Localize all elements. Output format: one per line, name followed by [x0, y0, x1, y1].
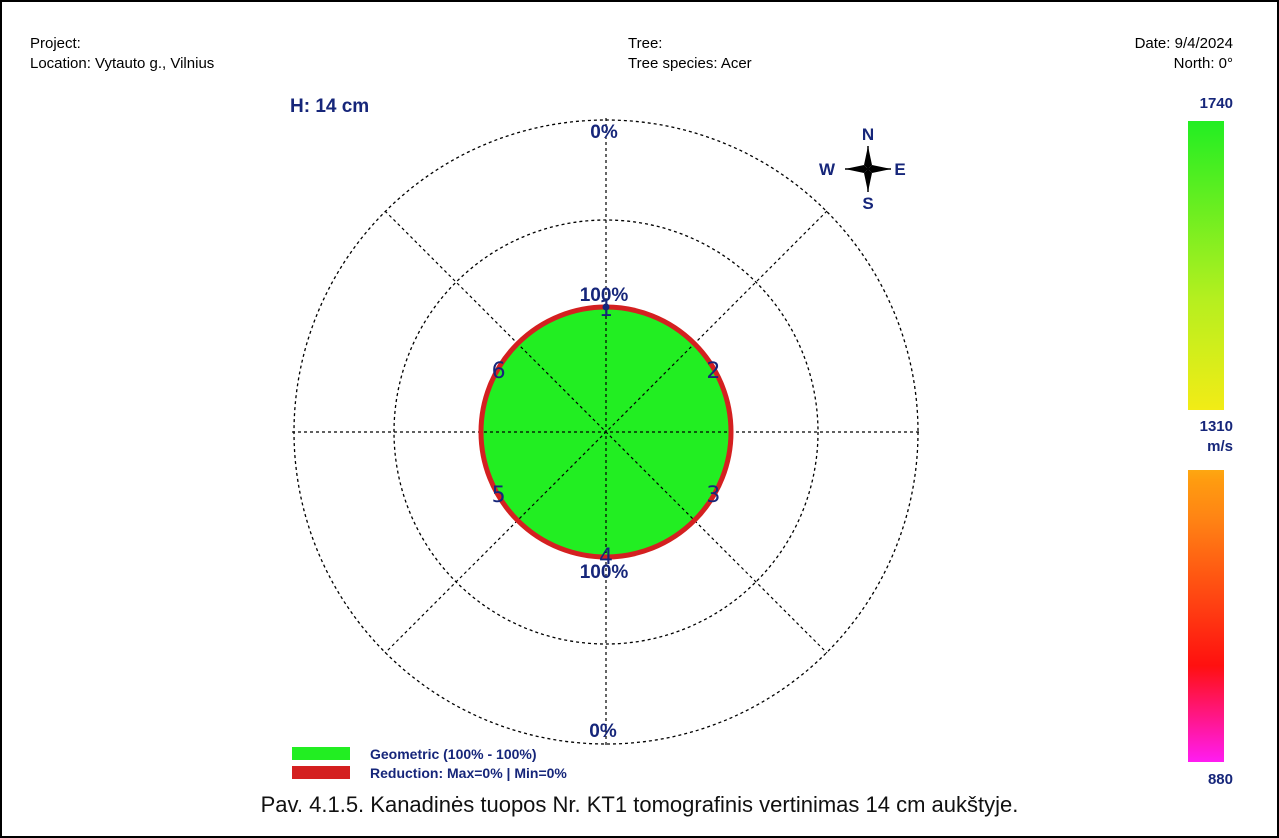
compass-east: E: [894, 160, 905, 179]
location-label: Location: Vytauto g., Vilnius: [30, 55, 215, 72]
height-label: H: 14 cm: [290, 96, 370, 117]
species-label: Tree species: Acer: [628, 55, 752, 72]
scale-mid-label: 1310: [1199, 418, 1233, 435]
header-right: Date: 9/4/2024 North: 0°: [1135, 34, 1233, 74]
legend-swatch-geometric: [292, 747, 350, 760]
ring-label-outer-top: 0%: [590, 122, 618, 143]
legend-reduction-label: Reduction: Max=0% | Min=0%: [370, 764, 567, 781]
ring-label-inner-bottom: 100%: [580, 562, 629, 583]
sensor-label-4: 4: [599, 545, 613, 570]
sensor-1-marker: [602, 303, 610, 311]
legend-row-reduction: Reduction: Max=0% | Min=0%: [292, 763, 567, 782]
north-label: North: 0°: [1173, 55, 1233, 72]
velocity-scale-gap: [1186, 410, 1226, 470]
legend: Geometric (100% - 100%) Reduction: Max=0…: [292, 744, 567, 782]
tree-label: Tree:: [628, 35, 663, 52]
compass-south: S: [862, 194, 873, 213]
project-label: Project:: [30, 35, 81, 52]
header-middle: Tree: Tree species: Acer: [628, 34, 752, 74]
compass-rose-icon: N S W E: [819, 125, 906, 213]
legend-geometric-label: Geometric (100% - 100%): [370, 745, 537, 762]
figure-caption: Pav. 4.1.5. Kanadinės tuopos Nr. KT1 tom…: [260, 792, 1019, 817]
ring-label-outer-bottom: 0%: [589, 721, 617, 742]
sensor-label-3: 3: [706, 483, 720, 508]
axis-diagonal-b: [384, 210, 828, 654]
scale-min-label: 880: [1207, 771, 1233, 788]
sensor-labels: 1 2 3 4 5 6: [492, 297, 721, 570]
sensor-label-5: 5: [492, 483, 506, 508]
scale-unit-label: m/s: [1207, 438, 1233, 455]
compass-north: N: [862, 125, 874, 144]
ring-label-inner-top: 100%: [580, 285, 629, 306]
sensor-label-2: 2: [706, 359, 720, 384]
sensor-label-6: 6: [492, 359, 506, 384]
header-left: Project: Location: Vytauto g., Vilnius: [30, 34, 214, 74]
sensor-label-1: 1: [599, 297, 613, 322]
compass-west: W: [819, 160, 836, 179]
scale-max-label: 1740: [1199, 95, 1233, 112]
legend-row-geometric: Geometric (100% - 100%): [292, 744, 567, 763]
date-label: Date: 9/4/2024: [1134, 35, 1233, 52]
axis-lines: [292, 118, 920, 746]
legend-swatch-reduction: [292, 766, 350, 779]
